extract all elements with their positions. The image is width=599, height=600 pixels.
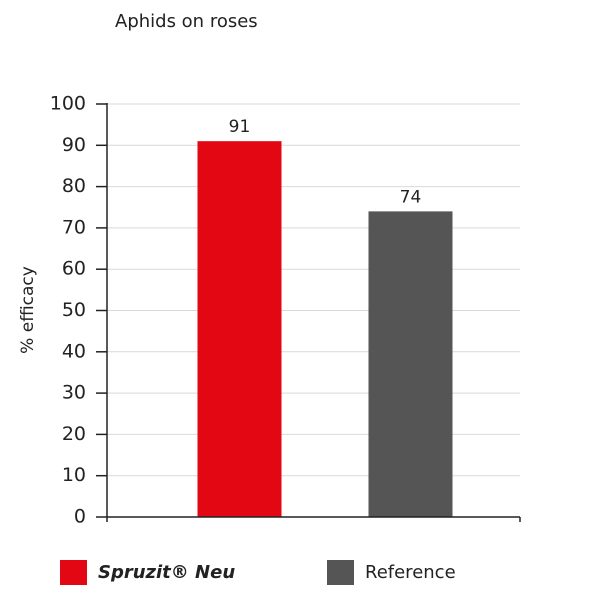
legend: Spruzit® Neu Reference bbox=[60, 560, 456, 585]
y-tick-label: 20 bbox=[62, 423, 86, 445]
y-tick-label: 30 bbox=[62, 382, 86, 404]
data-label: 91 bbox=[229, 117, 251, 137]
y-tick-label: 100 bbox=[50, 93, 86, 115]
plot-area: 0 10 20 30 40 50 60 70 80 90 100 91 74 bbox=[50, 93, 520, 528]
legend-swatch bbox=[60, 560, 87, 585]
legend-label: Reference bbox=[365, 562, 456, 583]
y-tick-label: 90 bbox=[62, 134, 86, 156]
legend-swatch bbox=[327, 560, 354, 585]
chart-title: Aphids on roses bbox=[115, 11, 258, 32]
y-tick-label: 50 bbox=[62, 299, 86, 321]
data-label: 74 bbox=[400, 187, 422, 207]
y-tick-label: 60 bbox=[62, 258, 86, 280]
y-tick-label: 70 bbox=[62, 216, 86, 238]
bar bbox=[197, 141, 282, 518]
y-axis-label: % efficacy bbox=[18, 266, 38, 354]
y-tick-label: 10 bbox=[62, 464, 86, 486]
y-tick-label: 40 bbox=[62, 340, 86, 362]
y-tick-label: 80 bbox=[62, 175, 86, 197]
y-tick-label: 0 bbox=[74, 506, 86, 528]
bar bbox=[368, 211, 453, 517]
legend-label: Spruzit® Neu bbox=[98, 562, 235, 583]
